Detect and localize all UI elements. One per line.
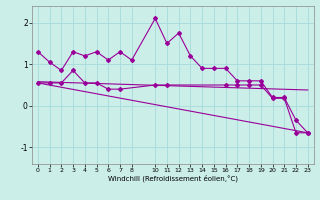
X-axis label: Windchill (Refroidissement éolien,°C): Windchill (Refroidissement éolien,°C) [108,175,238,182]
